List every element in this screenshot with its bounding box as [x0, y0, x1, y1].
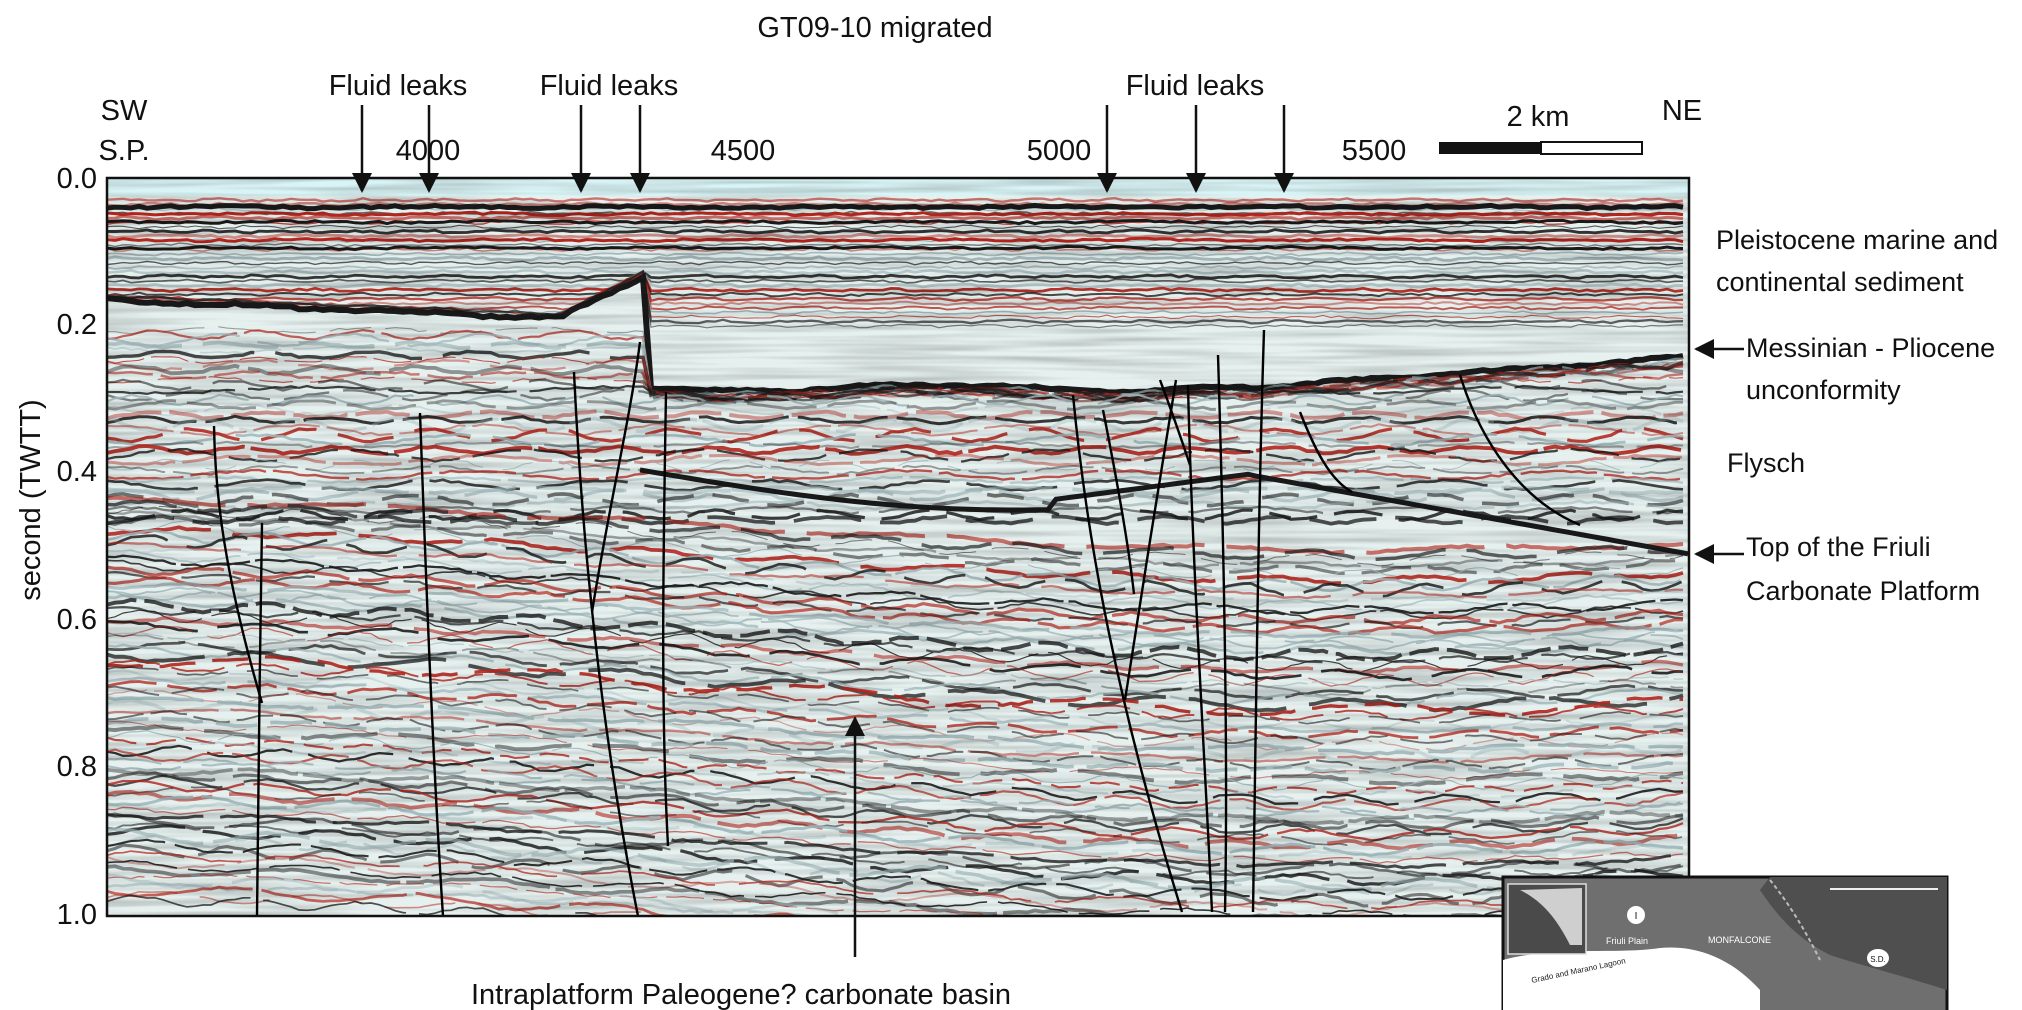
fault-line: [1071, 394, 1184, 913]
inset-label-friuli-plain: Friuli Plain: [1606, 936, 1648, 946]
figure-title: GT09-10 migrated: [757, 12, 992, 44]
fault-line: [1186, 384, 1214, 913]
scale-bar: 2 km: [1439, 101, 1643, 155]
fault-line: [1158, 379, 1192, 466]
section-frame: [105, 176, 1691, 918]
y-tick-0-2: 0.2: [57, 309, 97, 341]
seismic-section: [105, 176, 1691, 918]
y-tick-1-0: 1.0: [57, 899, 97, 931]
y-axis: 0.0 0.2 0.4 0.6 0.8 1.0 second (TWTT): [15, 163, 97, 931]
annotation-basin: Intraplatform Paleogene? carbonate basin: [471, 979, 1011, 1010]
annotation-messinian-1: Messinian - Pliocene: [1746, 333, 1995, 363]
scale-bar-label: 2 km: [1507, 101, 1570, 133]
inset-label-monfalcone: MONFALCONE: [1708, 935, 1771, 945]
annotation-flysch: Flysch: [1727, 448, 1805, 478]
fault-line: [212, 425, 264, 704]
y-tick-0-8: 0.8: [57, 751, 97, 783]
fault-line: [662, 391, 670, 847]
annotation-friuli-2: Carbonate Platform: [1746, 576, 1980, 606]
sp-tick-4500: 4500: [711, 135, 776, 167]
annotation-pleistocene-2: continental sediment: [1716, 267, 1964, 297]
inset-marker-1: I: [1635, 911, 1638, 922]
y-axis-label: second (TWTT): [15, 399, 47, 600]
annotation-pleistocene-1: Pleistocene marine and: [1716, 225, 1998, 255]
fault-line: [1123, 379, 1178, 701]
sp-label: S.P.: [98, 135, 149, 167]
fluid-leaks-label-2: Fluid leaks: [540, 70, 679, 102]
inset-map-karst: [1760, 877, 1947, 990]
annotation-friuli-1: Top of the Friuli: [1746, 532, 1931, 562]
annotation-messinian-2: unconformity: [1746, 375, 1901, 405]
fault-line: [590, 341, 642, 613]
fluid-leak-arrows: [352, 105, 1294, 193]
y-tick-0-0: 0.0: [57, 163, 97, 195]
fault-line: [1216, 354, 1228, 913]
y-tick-0-4: 0.4: [57, 456, 97, 488]
inset-map-sea: [1503, 947, 1760, 1010]
direction-ne: NE: [1662, 95, 1702, 127]
sp-tick-5500: 5500: [1342, 135, 1407, 167]
fault-line: [418, 412, 445, 916]
fault-lines: [212, 329, 1581, 916]
fault-line: [255, 522, 264, 916]
fault-line: [1101, 409, 1136, 595]
fault-line: [1458, 374, 1581, 527]
inset-map: I S.D. Friuli Plain MONFALCONE Grado and…: [1501, 875, 1949, 1010]
direction-sw: SW: [101, 95, 148, 127]
inset-marker-2: S.D.: [1870, 955, 1886, 964]
fault-line: [1251, 329, 1266, 913]
sp-tick-5000: 5000: [1027, 135, 1092, 167]
fluid-leaks-label-1: Fluid leaks: [329, 70, 468, 102]
y-tick-0-6: 0.6: [57, 604, 97, 636]
fluid-leaks-label-3: Fluid leaks: [1126, 70, 1265, 102]
fault-line: [1298, 411, 1353, 494]
